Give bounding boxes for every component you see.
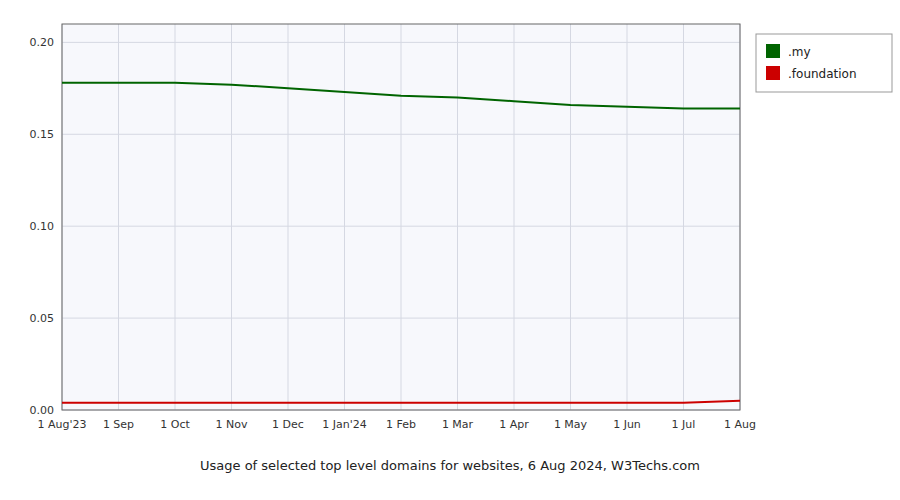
y-tick-label: 0.15 [30, 128, 55, 141]
x-tick-label: 1 Jan'24 [322, 418, 366, 431]
x-tick-label: 1 Sep [103, 418, 134, 431]
x-tick-label: 1 Jul [672, 418, 696, 431]
x-tick-label: 1 Jun [613, 418, 641, 431]
x-grid-line [344, 24, 345, 410]
legend-label: .my [788, 45, 811, 59]
x-tick-label: 1 Dec [272, 418, 304, 431]
x-tick-label: 1 Apr [499, 418, 529, 431]
x-tick-label: 1 Feb [386, 418, 416, 431]
x-grid-line [457, 24, 458, 410]
legend-swatch [766, 44, 780, 58]
x-tick-label: 1 May [554, 418, 588, 431]
legend-swatch [766, 66, 780, 80]
x-tick-label: 1 Mar [442, 418, 474, 431]
series-group [62, 83, 740, 403]
legend: .my .foundation [756, 34, 892, 92]
plot-frame [62, 24, 740, 410]
legend-label: .foundation [788, 67, 857, 81]
x-grid-line [231, 24, 232, 410]
x-tick-label: 1 Aug [724, 418, 756, 431]
y-tick-label: 0.00 [30, 404, 55, 417]
y-tick-label: 0.10 [30, 220, 55, 233]
x-grid-line [683, 24, 684, 410]
x-grid-line [627, 24, 628, 410]
series-line [62, 83, 740, 109]
y-tick-label: 0.05 [30, 312, 55, 325]
legend-box [756, 34, 892, 92]
series-line [62, 401, 740, 403]
x-tick-label: 1 Aug'23 [38, 418, 87, 431]
x-grid-line [514, 24, 515, 410]
x-grid-line [570, 24, 571, 410]
grid [62, 24, 740, 410]
chart-title: Usage of selected top level domains for … [200, 458, 700, 473]
plot-area [62, 24, 740, 410]
x-grid-line [401, 24, 402, 410]
y-tick-label: 0.20 [30, 36, 55, 49]
chart: 0.00 0.05 0.10 0.15 0.20 1 Aug'23 1 Sep 1 Oct 1 … [0, 0, 900, 500]
x-tick-label: 1 Nov [216, 418, 248, 431]
x-grid-line [288, 24, 289, 410]
x-tick-label: 1 Oct [160, 418, 190, 431]
